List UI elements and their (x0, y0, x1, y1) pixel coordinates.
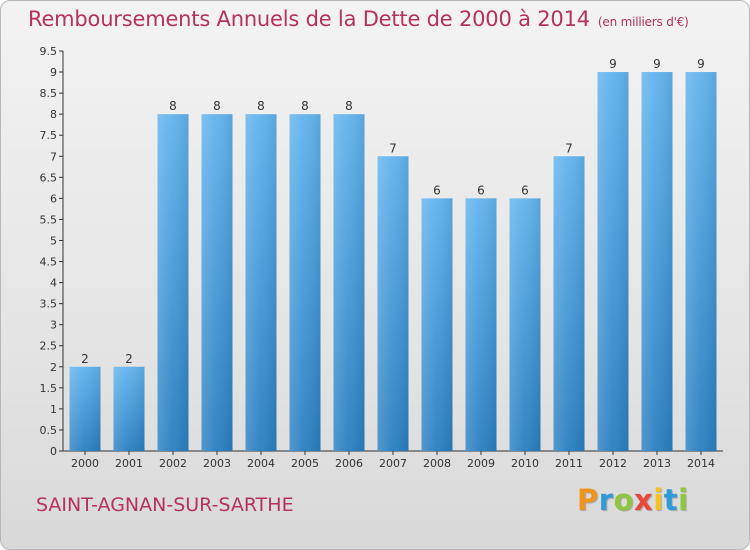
x-tick-label: 2009 (467, 457, 495, 470)
x-tick-label: 2006 (335, 457, 363, 470)
x-tick-label: 2010 (511, 457, 539, 470)
bars (69, 72, 717, 451)
chart-unit: (en milliers d'€) (597, 15, 689, 29)
logo-letter: i (653, 483, 664, 517)
x-tick-label: 2014 (687, 457, 715, 470)
data-label: 8 (345, 99, 353, 113)
y-tick-label: 6 (50, 192, 57, 205)
x-tick-label: 2004 (247, 457, 275, 470)
x-tick-label: 2002 (159, 457, 187, 470)
axes: 0 0.5 1 1.5 2 2.5 3 3.5 4 4.5 5 5.5 6 6.5 7 7.5 8 8.5 9 9.5… (40, 45, 723, 470)
logo-letter: r (598, 483, 614, 517)
x-tick-label: 2000 (71, 457, 99, 470)
bar-shade-2008 (421, 198, 453, 451)
data-label: 8 (301, 99, 309, 113)
bar-shade-2007 (377, 156, 409, 451)
data-label: 2 (81, 352, 89, 366)
data-label: 9 (609, 57, 617, 71)
bar-shade-2004 (245, 114, 277, 451)
x-tick-label: 2005 (291, 457, 319, 470)
y-tick-label: 0.5 (40, 424, 58, 437)
bar-shade-2014 (685, 72, 717, 451)
bar-shade-2012 (597, 72, 629, 451)
y-tick-label: 3 (50, 319, 57, 332)
data-label: 6 (477, 183, 485, 197)
data-label: 7 (565, 141, 573, 155)
y-tick-label: 9 (50, 66, 57, 79)
bar-shade-2013 (641, 72, 673, 451)
data-label: 7 (389, 141, 397, 155)
chart-title: Remboursements Annuels de la Dette de 20… (28, 7, 689, 31)
y-tick-label: 4 (50, 277, 57, 290)
y-tick-label: 4.5 (40, 256, 58, 269)
y-tick-label: 8 (50, 108, 57, 121)
y-tick-label: 3.5 (40, 298, 58, 311)
y-tick-label: 0 (50, 445, 57, 458)
chart-title-text: Remboursements Annuels de la Dette de 20… (28, 7, 590, 31)
data-label: 8 (213, 99, 221, 113)
proxiti-logo: Proxiti (577, 483, 689, 517)
logo-letter: i (678, 483, 689, 517)
bar-shade-2005 (289, 114, 321, 451)
logo-letter: o (613, 483, 635, 517)
data-label: 8 (257, 99, 265, 113)
x-tick-label: 2013 (643, 457, 671, 470)
bar-shade-2011 (553, 156, 585, 451)
data-labels: 2 2 8 8 8 8 8 7 6 6 6 7 9 9 9 (81, 57, 705, 366)
y-tick-label: 2 (50, 361, 57, 374)
bar-shade-2009 (465, 198, 497, 451)
y-tick-label: 2.5 (40, 340, 58, 353)
y-tick-label: 8.5 (40, 87, 58, 100)
bar-shade-2000 (69, 366, 101, 451)
y-tick-label: 5 (50, 234, 57, 247)
data-label: 6 (521, 183, 529, 197)
data-label: 9 (653, 57, 661, 71)
bar-shade-2006 (333, 114, 365, 451)
y-tick-label: 7 (50, 150, 57, 163)
data-label: 6 (433, 183, 441, 197)
y-tick-label: 1.5 (40, 382, 58, 395)
x-tick-label: 2003 (203, 457, 231, 470)
logo-letter: t (663, 483, 679, 517)
bar-shade-2010 (509, 198, 541, 451)
y-tick-label: 1 (50, 403, 57, 416)
bar-shade-2001 (113, 366, 145, 451)
x-tick-label: 2011 (555, 457, 583, 470)
bar-shade-2003 (201, 114, 233, 451)
commune-name: SAINT-AGNAN-SUR-SARTHE (36, 494, 294, 516)
y-tick-label: 7.5 (40, 129, 58, 142)
y-tick-label: 5.5 (40, 213, 58, 226)
y-tick-label: 6.5 (40, 171, 58, 184)
logo-letter: x (634, 483, 654, 517)
x-tick-label: 2007 (379, 457, 407, 470)
data-label: 8 (169, 99, 177, 113)
y-tick-label: 9.5 (40, 45, 58, 58)
x-tick-label: 2012 (599, 457, 627, 470)
x-tick-label: 2001 (115, 457, 143, 470)
x-tick-label: 2008 (423, 457, 451, 470)
bar-shade-2002 (157, 114, 189, 451)
data-label: 2 (125, 352, 133, 366)
logo-letter: P (577, 483, 599, 517)
data-label: 9 (697, 57, 705, 71)
